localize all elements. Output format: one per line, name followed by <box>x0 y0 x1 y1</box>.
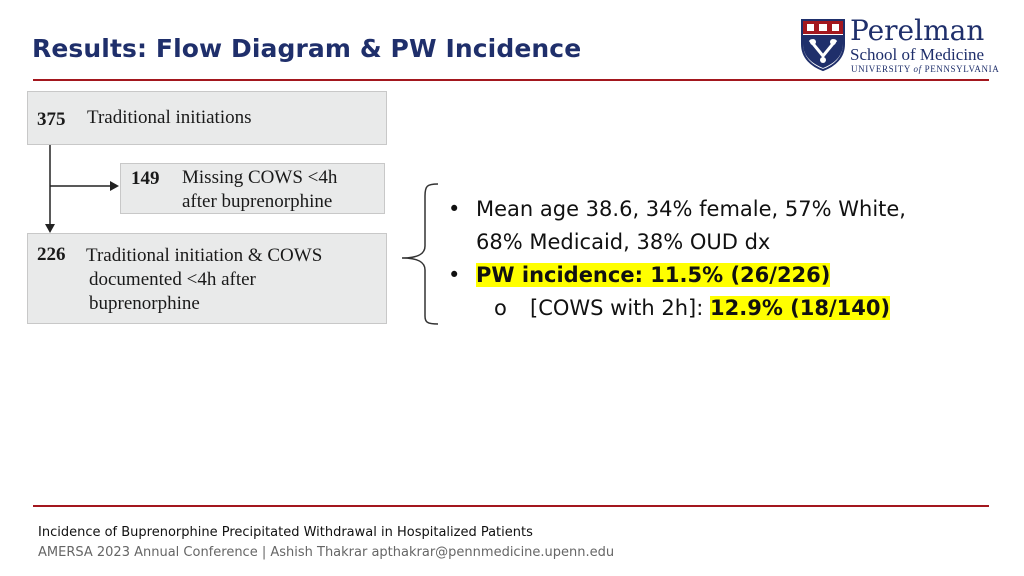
logo-school-name: School of Medicine <box>850 45 985 64</box>
flow-label-line1: Traditional initiation & COWS <box>86 245 323 266</box>
highlighted-text: PW incidence: 11.5% (26/226) <box>476 263 831 287</box>
flow-label-line2: documented <4h after <box>89 269 256 290</box>
logo-university-name: UNIVERSITY of PENNSYLVANIA <box>851 64 1000 74</box>
footer-title: Incidence of Buprenorphine Precipitated … <box>38 525 533 540</box>
bullet-dot: • <box>448 197 461 221</box>
flow-box-missing-cows: 149 Missing COWS <4h after buprenorphine <box>120 163 385 214</box>
logo-wordmark: Perelman <box>850 14 985 47</box>
subbullet-cows-2h: o [COWS with 2h]: 12.9% (18/140) <box>448 292 1008 325</box>
flow-count: 375 <box>37 109 66 130</box>
bullet-demographics: • Mean age 38.6, 34% female, 57% White, <box>448 193 1008 226</box>
flow-count: 226 <box>37 244 66 265</box>
slide-title: Results: Flow Diagram & PW Incidence <box>32 34 582 63</box>
title-divider <box>33 79 989 81</box>
highlighted-text: 12.9% (18/140) <box>710 296 891 320</box>
curly-brace <box>401 183 439 325</box>
bullet-text: Mean age 38.6, 34% female, 57% White, <box>476 197 906 221</box>
bullet-dot: • <box>448 263 461 287</box>
flow-label-line3: buprenorphine <box>89 293 200 314</box>
flow-box-cows-documented: 226 Traditional initiation & COWS docume… <box>27 233 387 324</box>
penn-shield-icon <box>801 19 845 72</box>
flow-label-line1: Missing COWS <4h <box>182 167 338 188</box>
bullet-text: 68% Medicaid, 38% OUD dx <box>476 230 771 254</box>
subbullet-marker: o <box>494 296 507 320</box>
flow-label-line2: after buprenorphine <box>182 191 333 212</box>
bullet-pw-incidence: • PW incidence: 11.5% (26/226) <box>448 259 1008 292</box>
footer-subtitle: AMERSA 2023 Annual Conference | Ashish T… <box>38 545 615 560</box>
flow-count: 149 <box>131 168 160 189</box>
footer-divider <box>33 505 989 507</box>
bullet-demographics-cont: 68% Medicaid, 38% OUD dx <box>448 226 1008 259</box>
flow-box-traditional-initiations: 375 Traditional initiations <box>27 91 387 145</box>
flow-label: Traditional initiations <box>87 107 252 128</box>
penn-medicine-logo: Perelman School of Medicine UNIVERSITY o… <box>800 14 999 76</box>
results-bullets: • Mean age 38.6, 34% female, 57% White, … <box>448 193 1008 325</box>
subbullet-text: [COWS with 2h]: <box>530 296 710 320</box>
